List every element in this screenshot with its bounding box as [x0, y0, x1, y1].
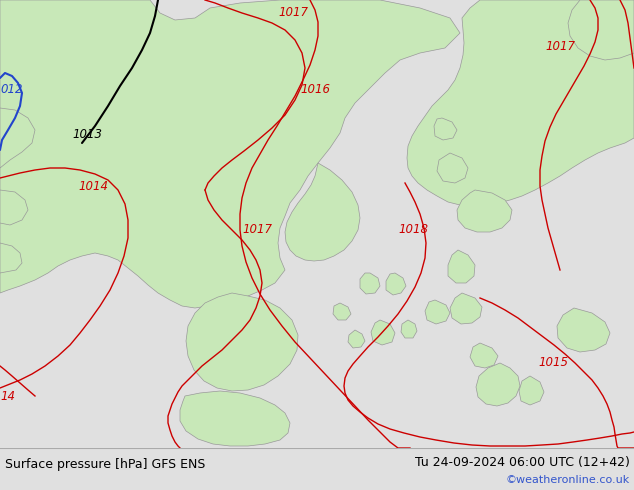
Polygon shape — [437, 153, 468, 183]
Text: 1014: 1014 — [78, 180, 108, 193]
Text: 1017: 1017 — [242, 223, 272, 236]
Polygon shape — [186, 293, 298, 391]
Polygon shape — [386, 273, 406, 295]
Polygon shape — [457, 190, 512, 232]
Text: 1013: 1013 — [72, 128, 102, 141]
Polygon shape — [519, 376, 544, 405]
Polygon shape — [476, 363, 520, 406]
Text: 1017: 1017 — [545, 40, 575, 53]
Polygon shape — [470, 343, 498, 368]
Polygon shape — [0, 108, 35, 168]
Text: 14: 14 — [0, 390, 15, 403]
Polygon shape — [285, 163, 360, 261]
Polygon shape — [450, 293, 482, 324]
Text: 1016: 1016 — [300, 83, 330, 96]
Text: Tu 24-09-2024 06:00 UTC (12+42): Tu 24-09-2024 06:00 UTC (12+42) — [415, 456, 630, 468]
Text: 1017: 1017 — [278, 6, 308, 19]
Polygon shape — [0, 243, 22, 273]
Text: Surface pressure [hPa] GFS ENS: Surface pressure [hPa] GFS ENS — [5, 458, 205, 470]
Polygon shape — [407, 0, 634, 206]
Polygon shape — [333, 303, 351, 320]
Text: 1015: 1015 — [538, 356, 568, 369]
Polygon shape — [348, 330, 365, 348]
Polygon shape — [360, 273, 380, 294]
Text: 012: 012 — [0, 83, 22, 96]
Polygon shape — [568, 0, 634, 60]
Text: 1018: 1018 — [398, 223, 428, 236]
Polygon shape — [425, 300, 450, 324]
Polygon shape — [0, 0, 460, 308]
Polygon shape — [180, 391, 290, 446]
Polygon shape — [448, 250, 475, 283]
Polygon shape — [434, 118, 457, 140]
Polygon shape — [0, 190, 28, 225]
Polygon shape — [557, 308, 610, 352]
Polygon shape — [371, 320, 395, 345]
Polygon shape — [401, 320, 417, 338]
Text: ©weatheronline.co.uk: ©weatheronline.co.uk — [506, 475, 630, 485]
